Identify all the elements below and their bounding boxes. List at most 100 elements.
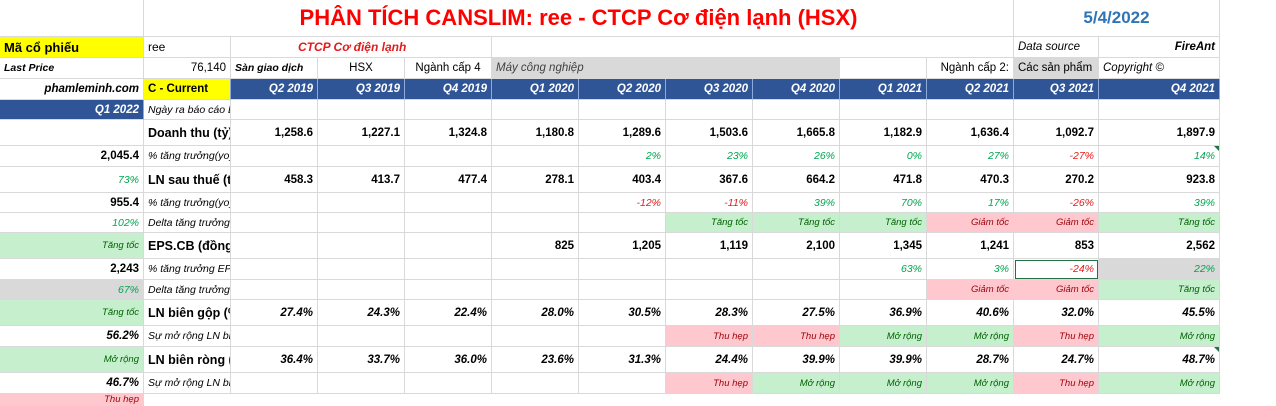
table-cell[interactable]: 2,243 [0,259,144,280]
table-cell[interactable] [492,146,579,167]
table-cell[interactable]: Mở rộng [927,373,1014,394]
table-cell[interactable] [231,233,318,259]
data-source-label[interactable]: Data source [1014,37,1099,58]
quarter-header[interactable]: Q4 2020 [753,79,840,100]
table-cell[interactable] [231,280,318,300]
table-cell[interactable]: 1,180.8 [492,120,579,146]
table-cell[interactable] [405,100,492,120]
table-cell[interactable]: 22.4% [405,300,492,326]
table-cell[interactable]: Thu hẹp [0,394,144,406]
table-cell[interactable]: Mở rộng [840,373,927,394]
table-cell[interactable]: 470.3 [927,167,1014,193]
table-cell[interactable]: Mở rộng [0,347,144,373]
table-cell[interactable]: 1,503.6 [666,120,753,146]
table-cell[interactable] [1099,100,1220,120]
table-cell[interactable] [231,213,318,233]
table-cell[interactable]: Tăng tốc [753,213,840,233]
table-cell[interactable]: Tăng tốc [0,233,144,259]
table-cell[interactable]: 24.4% [666,347,753,373]
table-cell[interactable]: Thu hẹp [1014,373,1099,394]
industry4-label[interactable]: Ngành cấp 4 [405,58,492,79]
table-cell[interactable]: 1,897.9 [1099,120,1220,146]
table-cell[interactable]: 278.1 [492,167,579,193]
table-cell[interactable]: Giảm tốc [1014,213,1099,233]
table-cell[interactable]: -12% [579,193,666,213]
table-cell[interactable] [405,280,492,300]
table-cell[interactable]: 1,289.6 [579,120,666,146]
table-cell[interactable]: 1,241 [927,233,1014,259]
header-label[interactable]: C - Current [144,79,231,100]
table-cell[interactable]: 70% [840,193,927,213]
table-cell[interactable]: -26% [1014,193,1099,213]
table-cell[interactable] [1014,100,1099,120]
industry4-value[interactable]: Máy công nghiệp [492,58,840,79]
table-cell[interactable]: Mở rộng [753,373,840,394]
table-cell[interactable] [318,193,405,213]
table-cell[interactable]: 39.9% [753,347,840,373]
table-cell[interactable]: Thu hẹp [753,326,840,347]
table-cell[interactable] [579,213,666,233]
table-cell[interactable]: 664.2 [753,167,840,193]
table-cell[interactable]: 403.4 [579,167,666,193]
report-date[interactable]: 5/4/2022 [1014,0,1220,37]
table-cell[interactable]: 28.0% [492,300,579,326]
table-cell[interactable]: 36.4% [231,347,318,373]
table-cell[interactable] [318,326,405,347]
table-cell[interactable]: 14% [1099,146,1220,167]
cell-blank[interactable] [492,37,1014,58]
table-cell[interactable]: 27.4% [231,300,318,326]
table-cell[interactable]: 955.4 [0,193,144,213]
table-cell[interactable]: Mở rộng [927,326,1014,347]
table-cell[interactable]: 17% [927,193,1014,213]
table-cell[interactable]: 367.6 [666,167,753,193]
table-cell[interactable]: 1,092.7 [1014,120,1099,146]
table-cell[interactable]: 413.7 [318,167,405,193]
table-cell[interactable]: 33.7% [318,347,405,373]
table-cell[interactable] [927,100,1014,120]
table-cell[interactable]: 28.7% [927,347,1014,373]
table-cell[interactable]: Tăng tốc [1099,280,1220,300]
table-cell[interactable]: 23.6% [492,347,579,373]
copyright-label[interactable]: Copyright © [1099,58,1220,79]
table-cell[interactable] [405,193,492,213]
table-cell[interactable] [753,280,840,300]
table-cell[interactable] [492,326,579,347]
table-cell[interactable] [231,373,318,394]
table-cell[interactable]: 471.8 [840,167,927,193]
table-cell[interactable]: 45.5% [1099,300,1220,326]
row-label-gross-margin-trend[interactable]: Sự mở rộng LN biên gộp [144,326,231,347]
industry2-value[interactable]: Các sản phẩm [1014,58,1099,79]
quarter-header[interactable]: Q4 2021 [1099,79,1220,100]
table-cell[interactable] [840,280,927,300]
table-cell[interactable]: 48.7% [1099,347,1220,373]
table-cell[interactable]: 102% [0,213,144,233]
industry2-label[interactable]: Ngành cấp 2: [927,58,1014,79]
table-cell[interactable]: 458.3 [231,167,318,193]
table-cell[interactable]: 46.7% [0,373,144,394]
table-cell[interactable]: 270.2 [1014,167,1099,193]
table-cell[interactable]: Tăng tốc [1099,213,1220,233]
ticker-value[interactable]: ree [144,37,231,58]
table-cell[interactable]: 27.5% [753,300,840,326]
table-cell[interactable]: 40.6% [927,300,1014,326]
table-cell[interactable] [318,373,405,394]
table-cell[interactable]: 1,324.8 [405,120,492,146]
table-cell[interactable] [579,280,666,300]
exchange-value[interactable]: HSX [318,58,405,79]
quarter-header[interactable]: Q2 2021 [927,79,1014,100]
row-label-net-profit-growth[interactable]: % tăng trưởng(yoy) [144,193,231,213]
table-cell[interactable]: Mở rộng [1099,326,1220,347]
table-cell[interactable]: 1,345 [840,233,927,259]
table-cell[interactable] [405,233,492,259]
table-cell[interactable] [666,259,753,280]
table-cell[interactable]: Tăng tốc [0,300,144,326]
table-cell[interactable] [231,193,318,213]
quarter-header[interactable]: Q2 2020 [579,79,666,100]
table-cell[interactable] [579,373,666,394]
row-label-eps[interactable]: EPS.CB (đồng) [144,233,231,259]
table-cell[interactable] [405,373,492,394]
table-cell[interactable]: 36.0% [405,347,492,373]
table-cell[interactable] [492,373,579,394]
table-cell[interactable] [492,100,579,120]
table-cell[interactable] [753,259,840,280]
